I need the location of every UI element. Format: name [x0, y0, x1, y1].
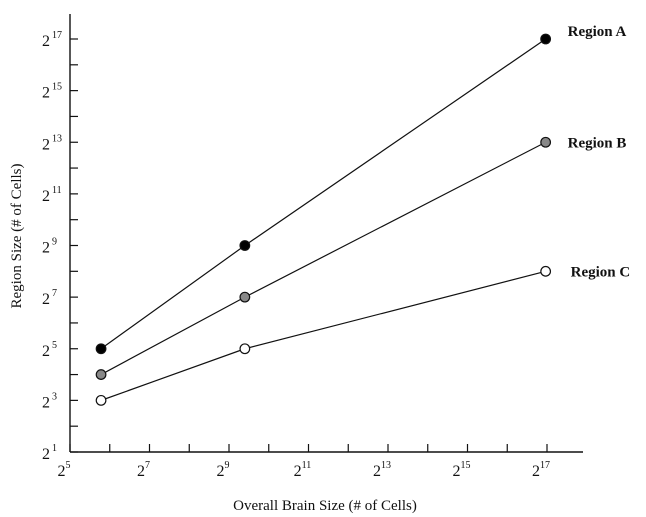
- y-axis-title: Region Size (# of Cells): [9, 164, 25, 309]
- data-point: [239, 343, 251, 355]
- x-tick-label: 211: [294, 460, 312, 480]
- x-axis-title: Overall Brain Size (# of Cells): [233, 498, 417, 514]
- series-b: Region B: [95, 135, 627, 380]
- x-tick-label: 215: [453, 460, 471, 480]
- y-tick-label: 2 11: [42, 185, 62, 205]
- series-a: Region A: [95, 24, 627, 355]
- data-point: [95, 369, 107, 380]
- x-tick-label: 29: [217, 460, 230, 480]
- y-tick-label: 2 13: [42, 133, 62, 153]
- x-tick-label: 217: [532, 460, 550, 480]
- axes: 25 27 29 211 213 215 217 2 1 2 3 2 5 2 7 2 9 2 11 2 13 2 15 2 17: [42, 14, 583, 480]
- series-label: Region A: [568, 24, 627, 40]
- data-point: [95, 343, 107, 355]
- y-tick-label: 2 15: [42, 82, 62, 102]
- data-point: [540, 265, 552, 277]
- data-point: [239, 291, 251, 303]
- series-label: Region B: [568, 135, 627, 151]
- data-point: [540, 136, 552, 148]
- series-line: [100, 270, 546, 401]
- x-tick-label: 27: [137, 460, 150, 480]
- data-point: [540, 33, 552, 45]
- series-line: [100, 141, 546, 376]
- y-tick-label: 2 17: [42, 30, 62, 50]
- x-tick-label: 213: [373, 460, 391, 480]
- series-layer: Region A Region B Region C: [95, 24, 631, 406]
- series-label: Region C: [571, 264, 631, 280]
- data-point: [95, 394, 107, 406]
- x-tick-label: 25: [58, 460, 71, 480]
- series-c: Region C: [95, 264, 631, 406]
- series-line: [100, 38, 546, 350]
- data-point: [239, 240, 251, 251]
